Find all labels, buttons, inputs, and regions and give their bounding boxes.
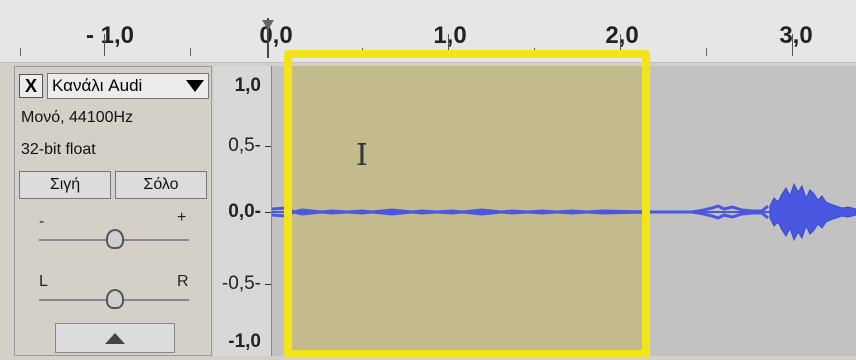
gain-minus-label: - <box>39 213 45 230</box>
pan-left-label: L <box>39 273 48 290</box>
ruler-tick <box>706 48 707 56</box>
gain-slider-thumb[interactable] <box>106 229 124 249</box>
scale-label-neg-half: -0,5- <box>221 273 261 294</box>
i-beam-cursor-icon: I <box>356 138 368 173</box>
pan-right-label: R <box>177 273 189 290</box>
playhead-marker-icon[interactable] <box>262 20 274 30</box>
scale-tick <box>265 212 271 213</box>
solo-label: Σόλο <box>143 176 179 193</box>
track-header: X Κανάλι Audi <box>19 71 209 101</box>
scale-label-half: 0,5- <box>228 135 261 156</box>
track-name-dropdown[interactable]: Κανάλι Audi <box>47 73 209 99</box>
gain-plus-label: + <box>177 209 187 226</box>
waveform-quiet-path <box>272 204 769 216</box>
ruler-label-1: 1,0 <box>433 22 467 49</box>
mute-button[interactable]: Σιγή <box>19 171 111 199</box>
amplitude-scale: 1,0 0,5- 0,0- -0,5- -1,0 <box>214 66 272 356</box>
ruler-tick <box>190 48 191 56</box>
dropdown-arrow-icon <box>186 80 204 92</box>
scale-tick <box>265 146 271 147</box>
close-icon: X <box>24 75 37 96</box>
collapse-track-button[interactable] <box>55 323 175 353</box>
ruler-label-3: 3,0 <box>779 22 813 49</box>
scale-label-top: 1,0 <box>234 75 261 96</box>
ruler-tick <box>104 34 105 56</box>
solo-button[interactable]: Σόλο <box>115 171 207 199</box>
scale-label-bottom: -1,0 <box>228 331 261 352</box>
ruler-tick <box>620 34 621 56</box>
track-control-panel: X Κανάλι Audi Μονό, 44100Hz 32-bit float… <box>14 66 212 356</box>
playhead-line <box>267 18 269 58</box>
scale-tick <box>265 284 271 285</box>
waveform-loud-burst <box>769 182 856 242</box>
scale-label-zero: 0,0- <box>228 201 261 222</box>
waveform-quiet-path <box>272 208 769 220</box>
track-name-label: Κανάλι Audi <box>52 76 143 95</box>
waveform-svg <box>272 182 856 242</box>
mute-label: Σιγή <box>49 176 81 193</box>
ruler-tick <box>20 48 21 56</box>
collapse-arrow-icon <box>105 332 125 344</box>
waveform-area[interactable] <box>272 66 856 356</box>
close-track-button[interactable]: X <box>19 74 43 98</box>
track-channel-info: Μονό, 44100Hz <box>21 109 134 126</box>
highlight-box <box>284 50 650 358</box>
ruler-label-2: 2,0 <box>605 22 639 49</box>
pan-slider-thumb[interactable] <box>106 289 124 309</box>
ruler-tick <box>448 34 449 56</box>
ruler-tick <box>792 34 793 56</box>
ruler-label-neg1: - 1,0 <box>85 22 135 49</box>
track-format-info: 32-bit float <box>21 141 96 158</box>
